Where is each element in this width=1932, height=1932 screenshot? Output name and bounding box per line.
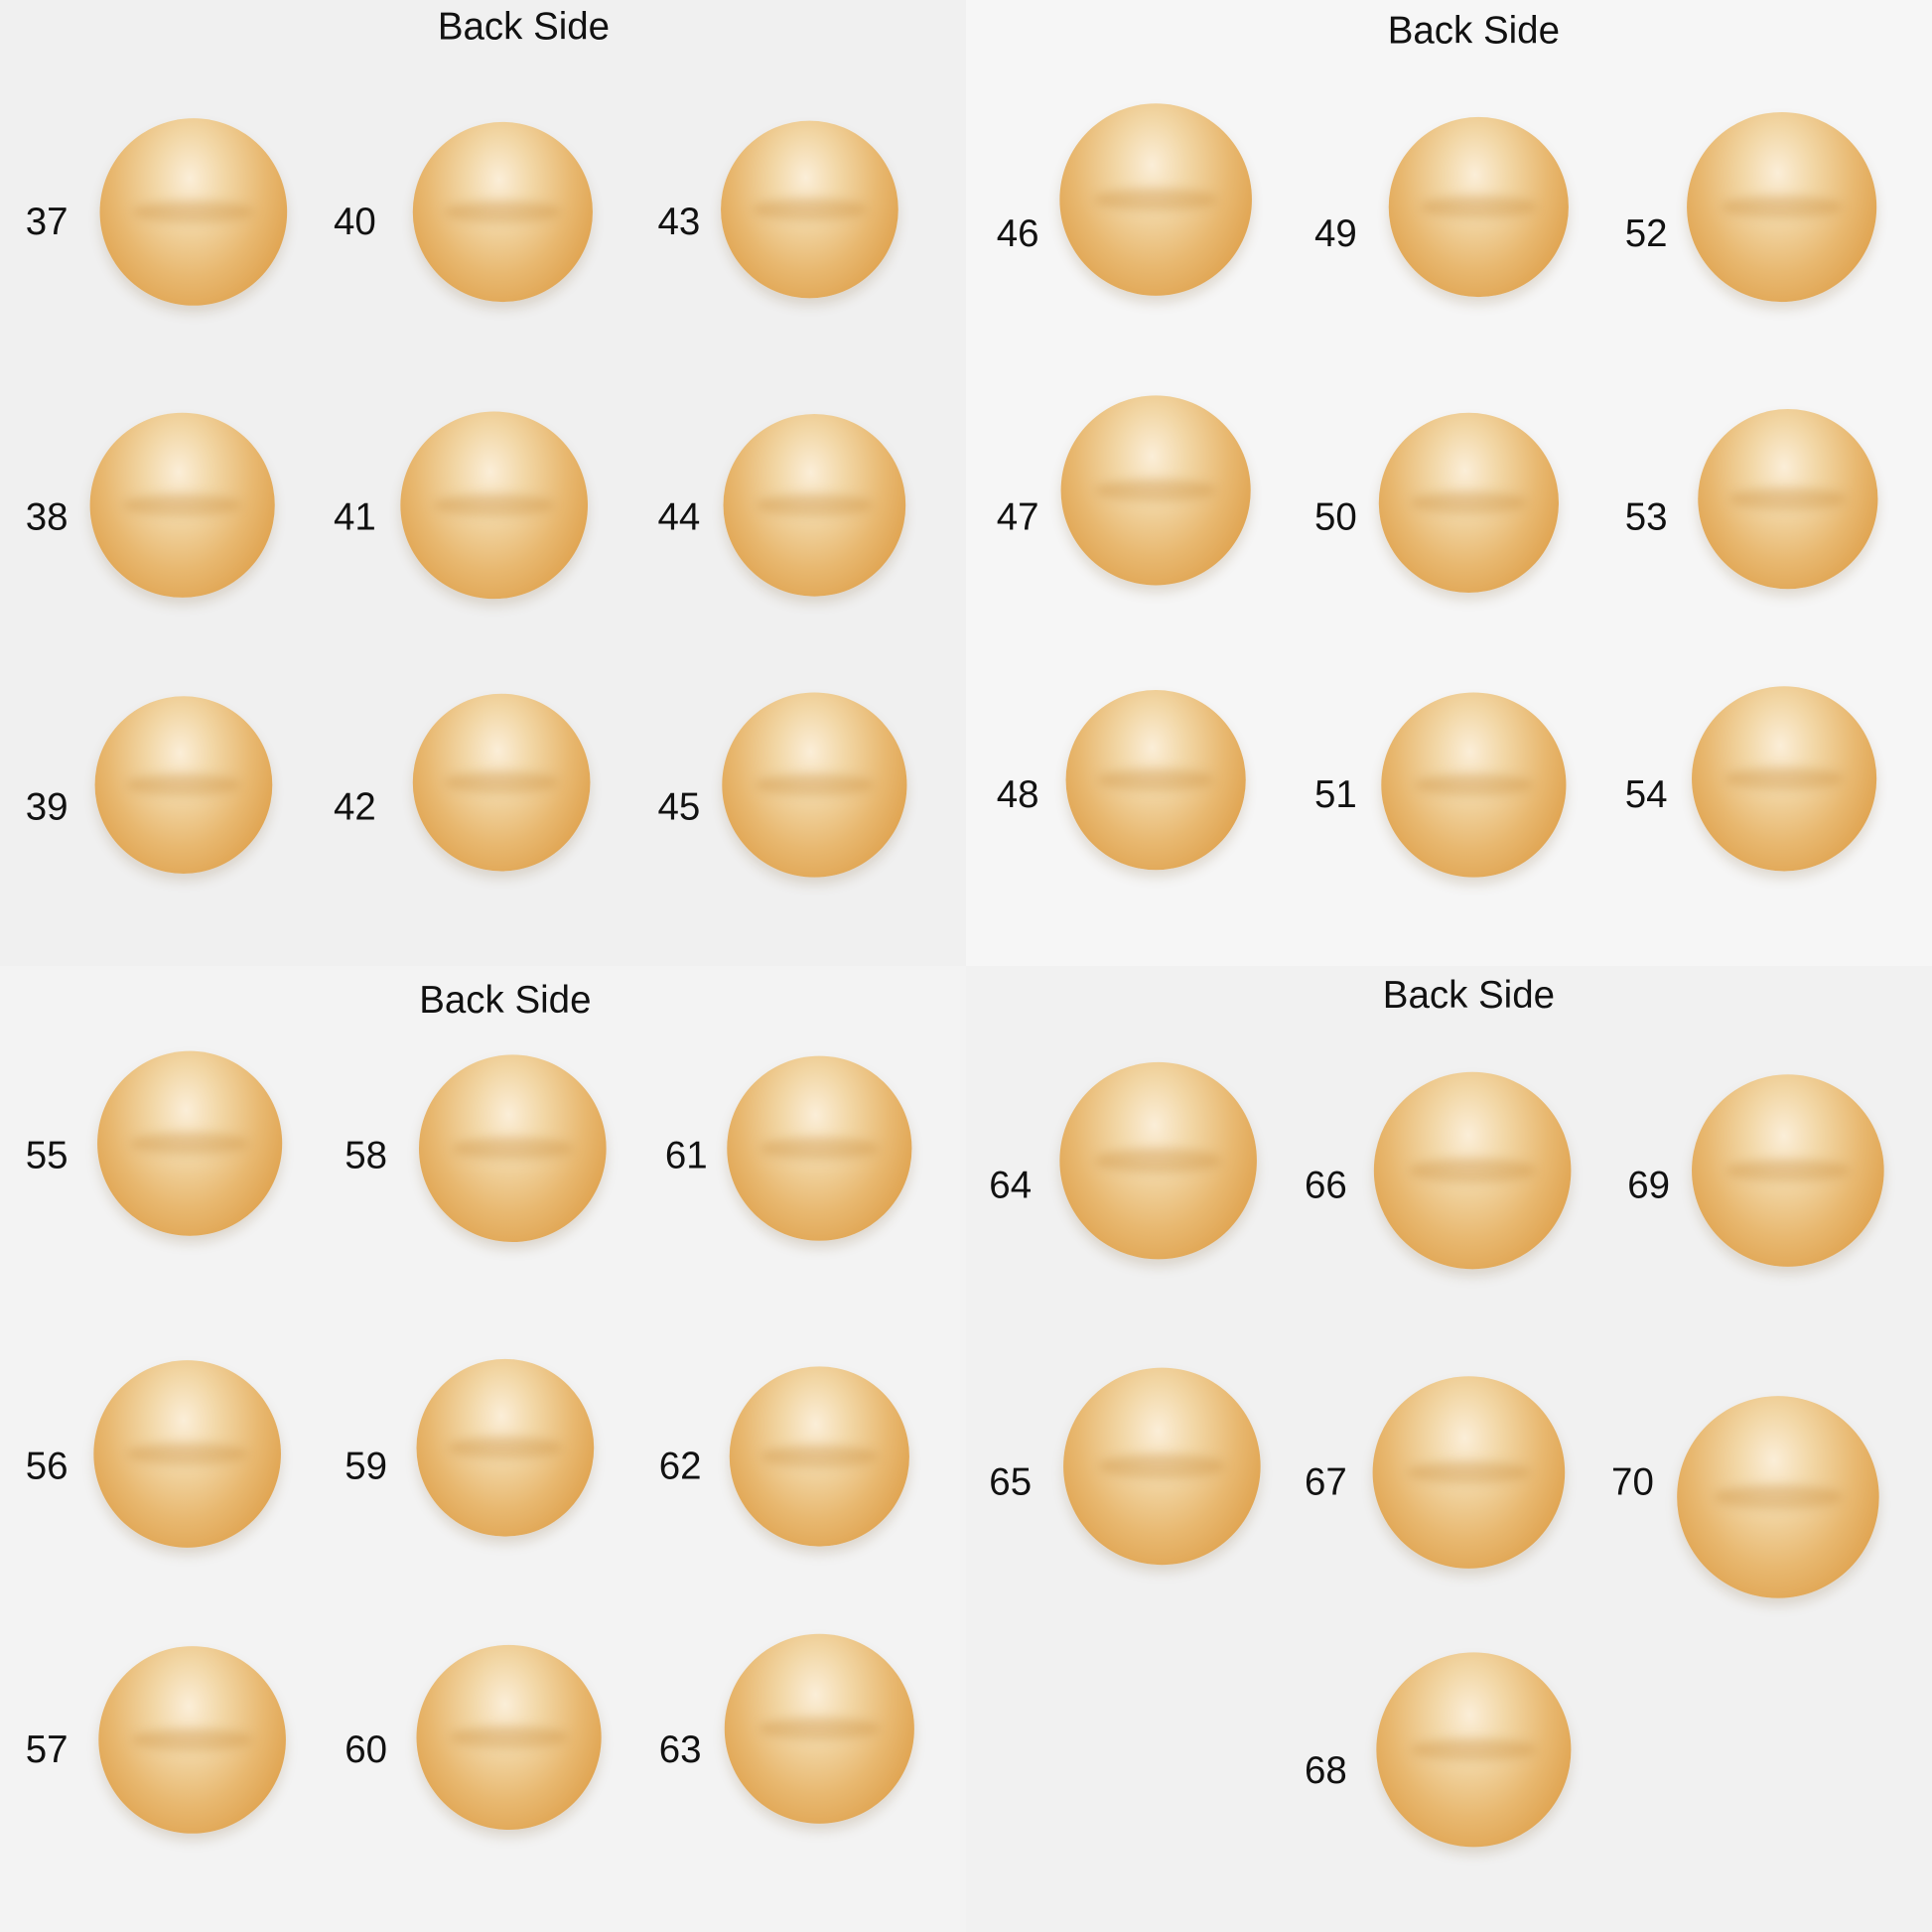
pearl-number: 66: [1305, 1163, 1347, 1207]
back-side-heading: Back Side: [419, 978, 592, 1022]
pearl-number: 43: [657, 200, 701, 243]
pearl-number: 52: [1624, 211, 1668, 255]
pearl-image: [1063, 1367, 1261, 1566]
pearl-number: 58: [345, 1133, 388, 1177]
pearl-number: 39: [25, 784, 69, 829]
pearl-number: 67: [1305, 1459, 1347, 1504]
pearl-image: [1692, 1074, 1884, 1267]
pearl-image: [416, 1644, 602, 1831]
pearl-number: 64: [989, 1163, 1033, 1207]
pearl-image: [99, 118, 288, 306]
pearl-image: [722, 692, 907, 878]
pearl-number: 45: [657, 784, 701, 829]
pearl-image: [412, 693, 591, 872]
pearl-image: [721, 120, 898, 299]
pearl-number: 42: [334, 784, 376, 829]
pearl-image: [729, 1366, 909, 1547]
pearl-image: [418, 1054, 607, 1243]
pearl-number: 70: [1611, 1459, 1654, 1504]
pearl-image: [1677, 1396, 1879, 1598]
pearl-number: 41: [334, 494, 376, 539]
back-side-heading: Back Side: [1387, 8, 1560, 53]
pearl-image: [1687, 111, 1877, 303]
pearl-number: 37: [25, 200, 69, 243]
back-side-heading: Back Side: [437, 4, 611, 49]
pearl-image: [1059, 1061, 1257, 1260]
pearl-number: 61: [664, 1133, 708, 1177]
pearl-number: 53: [1624, 494, 1668, 539]
pearl-number: 65: [989, 1459, 1033, 1504]
pearl-image: [1059, 103, 1252, 296]
pearl-image: [1381, 692, 1567, 878]
pearl-number: 68: [1305, 1748, 1347, 1792]
pearl-number: 59: [345, 1444, 388, 1488]
pearl-number: 47: [996, 494, 1039, 539]
pearl-image: [1372, 1376, 1566, 1569]
pearl-image: [1373, 1071, 1572, 1270]
pearl-number: 56: [25, 1444, 69, 1488]
pearl-image: [94, 696, 273, 874]
pearl-image: [98, 1646, 286, 1834]
pearl-number: 57: [25, 1727, 69, 1771]
pearl-image: [89, 412, 275, 598]
pearl-image: [1378, 412, 1559, 593]
pearl-image: [727, 1055, 912, 1241]
pearl-image: [400, 411, 589, 600]
pearl-number: 46: [996, 211, 1039, 255]
pearl-image: [97, 1050, 283, 1236]
pearl-image: [1388, 116, 1569, 298]
pearl-number: 55: [25, 1133, 69, 1177]
pearl-image: [1698, 409, 1878, 590]
pearl-image: [1065, 690, 1246, 871]
pearl-image: [1692, 686, 1877, 872]
pearl-number: 44: [657, 494, 701, 539]
pearl-number: 49: [1313, 211, 1357, 255]
pearl-number: 63: [658, 1727, 702, 1771]
pearl-number: 69: [1627, 1163, 1670, 1207]
pearl-number: 48: [996, 772, 1039, 816]
pearl-number: 38: [25, 494, 69, 539]
back-side-heading: Back Side: [1382, 973, 1556, 1017]
pearl-image: [416, 1358, 595, 1537]
pearl-image: [724, 1633, 914, 1824]
pearl-image: [723, 414, 906, 597]
pearl-number: 50: [1313, 494, 1357, 539]
pearl-number: 60: [345, 1727, 388, 1771]
pearl-number: 62: [658, 1444, 702, 1488]
pearl-image: [1376, 1652, 1572, 1848]
pearl-number: 54: [1624, 772, 1668, 816]
pearl-number: 40: [334, 200, 376, 243]
pearl-number: 51: [1313, 772, 1357, 816]
pearl-image: [93, 1360, 281, 1548]
pearl-image: [1060, 395, 1251, 586]
pearl-image: [412, 121, 593, 303]
